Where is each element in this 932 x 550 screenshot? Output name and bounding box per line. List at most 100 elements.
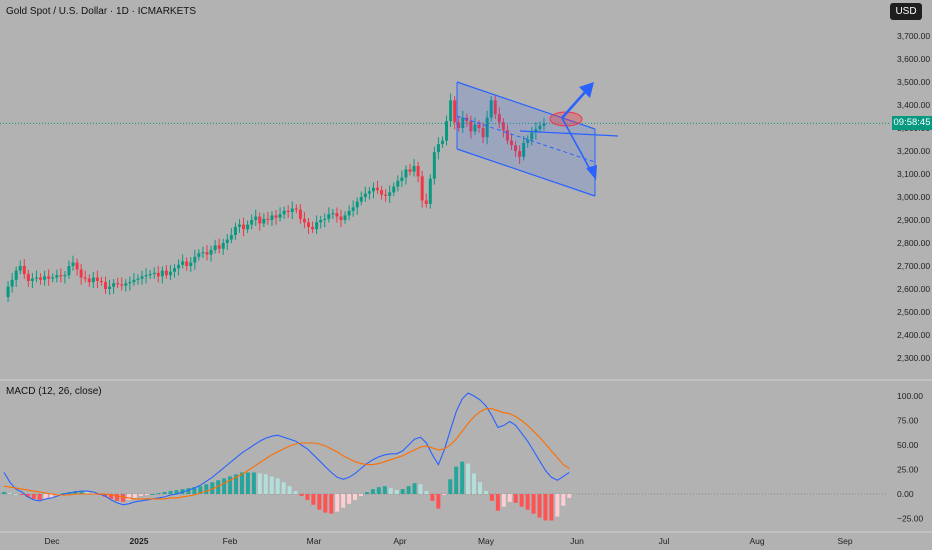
time-axis-tick-label: Jun <box>570 536 584 546</box>
candle-body <box>26 274 30 281</box>
candle-body <box>87 278 91 283</box>
macd-histogram-bar <box>412 483 417 494</box>
candle-body <box>116 283 120 285</box>
macd-histogram-bar <box>121 494 125 502</box>
macd-histogram-bar <box>293 491 298 494</box>
candle-body <box>445 121 449 141</box>
candle-body <box>538 125 542 130</box>
candle-body <box>420 176 424 201</box>
macd-histogram-bar <box>245 472 250 494</box>
macd-histogram-bar <box>454 466 459 494</box>
price-axis-tick-label: 3,200.00 <box>897 146 930 156</box>
candle-body <box>83 277 87 279</box>
macd-histogram-bar <box>19 494 24 495</box>
macd-histogram-bar <box>436 494 441 509</box>
macd-histogram-bar <box>472 473 477 494</box>
candle-body <box>225 239 229 243</box>
macd-histogram-bar <box>186 488 191 494</box>
macd-histogram-bar <box>353 494 358 500</box>
macd-histogram-bar <box>537 494 542 518</box>
macd-axis-tick-label: 100.00 <box>897 391 923 401</box>
candle-body <box>469 121 473 132</box>
macd-histogram-bar <box>370 489 375 494</box>
candle-body <box>461 117 465 128</box>
candle-body <box>311 226 315 230</box>
macd-histogram-bar <box>49 494 54 498</box>
candle-body <box>485 117 489 138</box>
candle-body <box>181 261 185 265</box>
candle-body <box>164 270 168 276</box>
time-axis-tick-label: May <box>478 536 495 546</box>
macd-indicator-label[interactable]: MACD (12, 26, close) <box>6 386 102 397</box>
price-axis-tick-label: 2,700.00 <box>897 261 930 271</box>
macd-histogram-bar <box>394 490 399 494</box>
macd-histogram-bar <box>13 494 18 495</box>
candle-body <box>497 114 501 123</box>
candle-body <box>327 214 331 219</box>
macd-histogram-bar <box>543 494 548 521</box>
candle-body <box>408 169 412 172</box>
candle-body <box>286 210 290 212</box>
candle-body <box>30 278 34 281</box>
candle-body <box>493 100 497 115</box>
candle-body <box>124 283 128 286</box>
candle-body <box>51 277 55 279</box>
macd-histogram-bar <box>7 493 12 495</box>
candle-body <box>156 272 160 277</box>
candle-body <box>201 252 205 254</box>
candle-body <box>380 190 384 195</box>
macd-histogram-bar <box>240 472 244 494</box>
symbol-title[interactable]: Gold Spot / U.S. Dollar · 1D · ICMARKETS <box>6 6 197 17</box>
candle-body <box>209 249 213 255</box>
candle-body <box>34 277 38 279</box>
candle-body <box>294 208 298 210</box>
candle-body <box>278 214 282 218</box>
candle-body <box>518 151 522 157</box>
macd-histogram-bar <box>132 494 137 498</box>
candle-body <box>339 216 343 220</box>
candle-body <box>367 191 371 194</box>
macd-axis-tick-label: 50.00 <box>897 440 919 450</box>
macd-histogram-bar <box>335 494 340 512</box>
macd-histogram-bar <box>311 494 316 505</box>
macd-histogram-bar <box>305 494 310 500</box>
candle-body <box>457 122 461 128</box>
macd-histogram-bar <box>501 494 506 507</box>
candle-body <box>258 216 262 224</box>
candle-body <box>376 187 380 191</box>
candle-body <box>400 177 404 181</box>
candle-body <box>530 132 534 140</box>
macd-histogram-bar <box>251 472 256 494</box>
candle-body <box>388 192 392 196</box>
candle-body <box>128 282 132 284</box>
breakout-arrow-head <box>579 82 594 98</box>
candle-body <box>315 222 319 230</box>
macd-histogram-bar <box>531 494 536 514</box>
macd-histogram-bar <box>275 478 280 494</box>
macd-histogram-bar <box>126 494 131 500</box>
current-price-badge: 09:58:45 <box>892 116 932 130</box>
candle-body <box>343 215 347 220</box>
macd-histogram-bar <box>234 474 239 494</box>
macd-histogram-bar <box>400 489 405 494</box>
candle-body <box>173 268 177 272</box>
candle-body <box>392 186 396 193</box>
candle-body <box>95 277 99 281</box>
macd-histogram-bar <box>323 494 328 513</box>
candle-body <box>363 193 367 197</box>
macd-histogram-bar <box>317 494 322 510</box>
candle-body <box>473 124 477 132</box>
candle-body <box>331 213 335 215</box>
candle-body <box>91 277 95 283</box>
macd-histogram-bar <box>495 494 500 511</box>
macd-histogram-bar <box>388 488 393 494</box>
price-axis-tick-label: 2,300.00 <box>897 353 930 363</box>
price-axis-tick-label: 3,000.00 <box>897 192 930 202</box>
macd-axis-tick-label: 0.00 <box>897 489 914 499</box>
currency-button[interactable]: USD <box>890 3 922 20</box>
candle-body <box>432 152 436 179</box>
price-axis-tick-label: 2,400.00 <box>897 330 930 340</box>
